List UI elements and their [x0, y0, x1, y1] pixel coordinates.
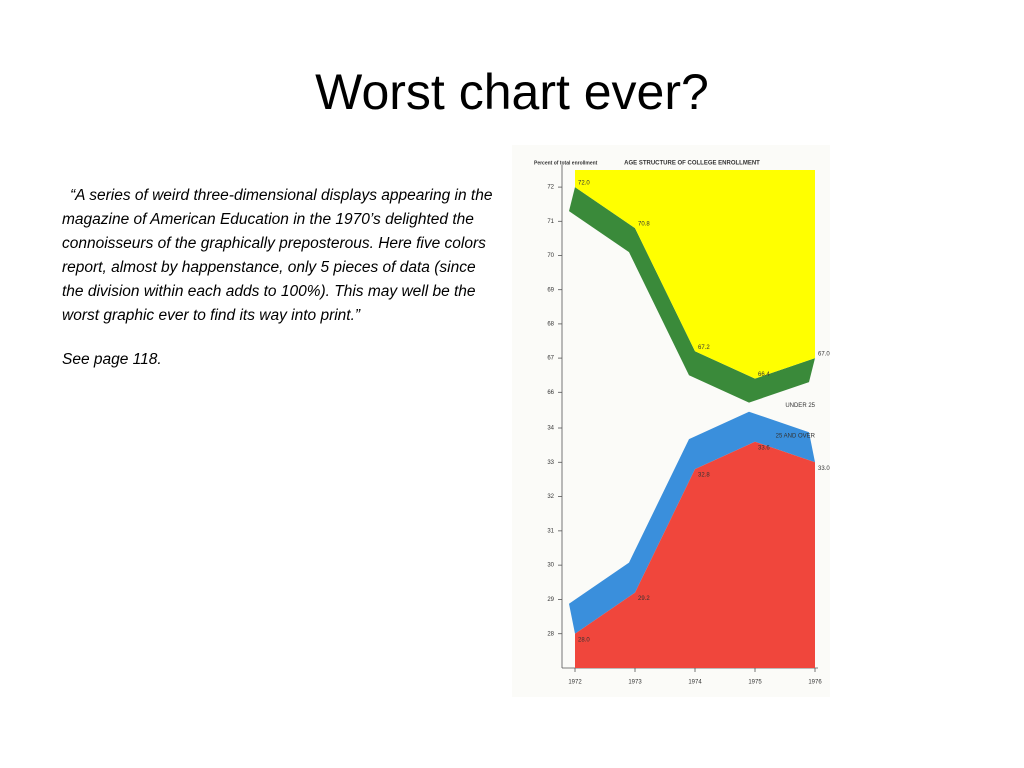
- area: [575, 170, 815, 379]
- y-tick-label: 66: [547, 390, 554, 396]
- data-label: 67.0: [818, 352, 830, 358]
- x-tick-label: 1974: [688, 680, 702, 686]
- x-tick-label: 1972: [568, 680, 582, 686]
- y-tick-label: 32: [547, 494, 554, 500]
- data-label: 66.4: [758, 372, 770, 378]
- reference: See page 118.: [62, 351, 162, 368]
- chart: Percent of total enrollment AGE STRUCTUR…: [512, 145, 830, 697]
- y-tick-label: 28: [547, 631, 554, 637]
- series-label: UNDER 25: [785, 403, 815, 409]
- chart-title: AGE STRUCTURE OF COLLEGE ENROLLMENT: [624, 161, 760, 167]
- data-label: 28.0: [578, 637, 590, 643]
- slide-title: Worst chart ever?: [315, 64, 709, 120]
- y-tick-label: 34: [547, 426, 554, 432]
- side-band: [569, 411, 815, 634]
- y-tick-label: 67: [547, 356, 554, 362]
- y-tick-label: 31: [547, 528, 554, 534]
- body-text: “A series of weird three-dimensional dis…: [62, 184, 494, 392]
- data-label: 29.2: [638, 596, 650, 602]
- side-band: [569, 187, 815, 403]
- y-tick-label: 33: [547, 460, 554, 466]
- data-label: 70.8: [638, 222, 650, 228]
- quote: “A series of weird three-dimensional dis…: [62, 187, 493, 324]
- y-tick-label: 69: [547, 287, 554, 293]
- y-tick-label: 70: [547, 253, 554, 259]
- x-tick-label: 1975: [748, 680, 762, 686]
- y-tick-label: 30: [547, 563, 554, 569]
- y-tick-label: 72: [547, 185, 554, 191]
- y-tick-label: 68: [547, 321, 554, 327]
- y-axis-label: Percent of total enrollment: [534, 160, 598, 166]
- series-label: 25 AND OVER: [776, 434, 816, 440]
- y-tick-label: 71: [547, 219, 554, 225]
- y-tick-label: 29: [547, 597, 554, 603]
- data-label: 33.6: [758, 445, 770, 451]
- data-label: 33.0: [818, 466, 830, 472]
- data-label: 32.8: [698, 473, 710, 479]
- data-label: 72.0: [578, 181, 590, 187]
- area: [575, 441, 815, 668]
- x-tick-label: 1973: [628, 680, 642, 686]
- data-label: 67.2: [698, 345, 710, 351]
- x-tick-label: 1976: [808, 680, 822, 686]
